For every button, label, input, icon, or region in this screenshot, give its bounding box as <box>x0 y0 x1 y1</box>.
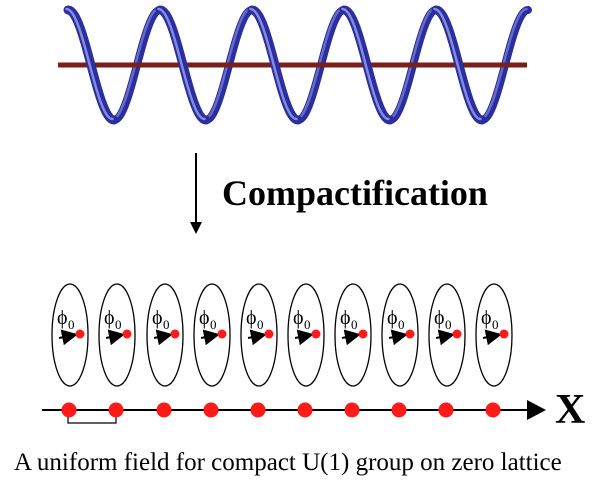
phi-subscript: 0 <box>68 317 75 332</box>
helix-highlight <box>157 7 206 121</box>
phi-subscript: 0 <box>210 317 217 332</box>
compactification-heading: Compactification <box>222 173 488 213</box>
field-point-dot <box>170 329 180 339</box>
lattice-point <box>203 402 219 418</box>
compactification-arrow-head <box>190 222 202 234</box>
phi-subscript: 0 <box>304 317 311 332</box>
helix-front-strands <box>63 5 487 125</box>
helix-highlight <box>433 7 482 121</box>
lattice-point <box>344 402 360 418</box>
x-axis-label: X <box>555 387 586 433</box>
field-direction-arrow <box>58 329 78 346</box>
helix-highlight <box>341 7 390 121</box>
phi-symbol: ϕ <box>387 307 398 329</box>
field-point-dot <box>405 329 415 339</box>
field-point-dot <box>358 329 368 339</box>
cell-ellipse <box>475 283 513 387</box>
phi-symbol: ϕ <box>481 307 492 329</box>
field-point-dot <box>452 329 462 339</box>
field-direction-arrow <box>435 329 455 346</box>
field-direction-arrow <box>153 329 173 346</box>
cell-ellipse <box>146 283 184 387</box>
phi-symbol: ϕ <box>434 307 445 329</box>
x-axis-arrowhead <box>527 400 546 420</box>
lattice-point <box>250 402 266 418</box>
lattice-point <box>391 402 407 418</box>
phi-subscript: 0 <box>492 317 499 332</box>
phi-symbol: ϕ <box>340 307 351 329</box>
field-point-dot <box>499 329 509 339</box>
phi-symbol: ϕ <box>246 307 257 329</box>
helix-highlight <box>65 7 114 121</box>
phi-subscript: 0 <box>115 317 122 332</box>
phi-symbol: ϕ <box>104 307 115 329</box>
cell-ellipse <box>193 283 231 387</box>
lattice-point <box>61 402 77 418</box>
lattice-point <box>297 402 313 418</box>
cell-ellipse <box>51 283 89 387</box>
field-direction-arrow <box>482 329 502 346</box>
cell-ellipse <box>428 283 466 387</box>
field-point-dot <box>122 329 132 339</box>
field-point-dot <box>217 329 227 339</box>
phi-symbol: ϕ <box>293 307 304 329</box>
cell-ellipse <box>334 283 372 387</box>
lattice-point <box>156 402 172 418</box>
field-direction-arrow <box>200 329 220 346</box>
field-point-dot <box>311 329 321 339</box>
phi-symbol: ϕ <box>152 307 163 329</box>
phi-subscript: 0 <box>445 317 452 332</box>
field-point-dot <box>75 329 85 339</box>
phi-subscript: 0 <box>163 317 170 332</box>
field-point-dot <box>264 329 274 339</box>
cell-ellipse <box>287 283 325 387</box>
phi-symbol: ϕ <box>57 307 68 329</box>
cell-ellipse <box>98 283 136 387</box>
field-direction-arrow <box>105 329 125 346</box>
phi-subscript: 0 <box>398 317 405 332</box>
lattice-point <box>438 402 454 418</box>
field-direction-arrow <box>247 329 267 346</box>
cell-ellipse <box>240 283 278 387</box>
lattice-points <box>61 402 501 418</box>
helix-highlight <box>249 7 298 121</box>
cell-ellipse <box>381 283 419 387</box>
phi-symbol: ϕ <box>199 307 210 329</box>
field-direction-arrow <box>388 329 408 346</box>
phi-subscript: 0 <box>257 317 264 332</box>
field-direction-arrow <box>294 329 314 346</box>
lattice-point <box>485 402 501 418</box>
figure-caption: A uniform field for compact U(1) group o… <box>14 449 562 476</box>
phi-subscript: 0 <box>351 317 358 332</box>
lattice-point <box>108 402 124 418</box>
field-direction-arrow <box>341 329 361 346</box>
